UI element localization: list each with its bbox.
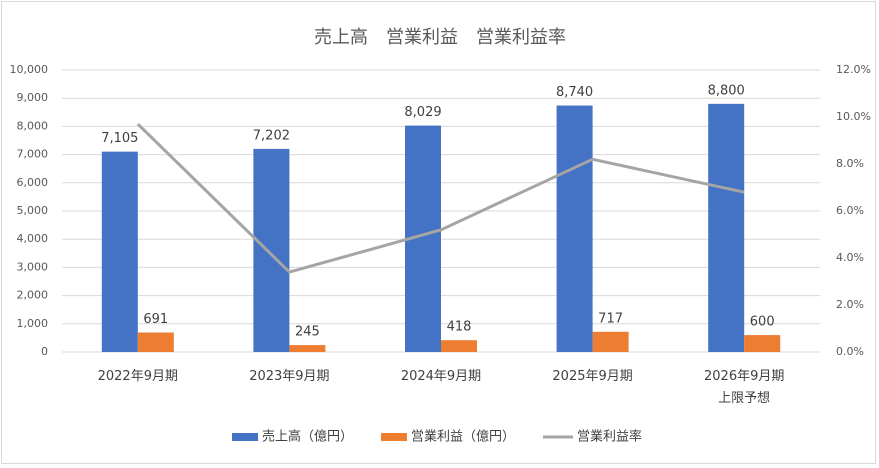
bar — [441, 340, 477, 352]
x-tick-label: 2026年9月期 上限予想 — [704, 369, 785, 406]
data-label: 8,740 — [556, 85, 593, 100]
y2-tick-label: 0.0% — [836, 345, 864, 358]
y-tick-label: 2,000 — [17, 289, 49, 302]
bar — [592, 331, 629, 352]
y-tick-label: 6,000 — [17, 176, 49, 189]
data-label: 7,105 — [101, 131, 138, 146]
y2-tick-label: 8.0% — [836, 157, 864, 170]
y-tick-label: 8,000 — [17, 119, 49, 132]
bar — [556, 105, 593, 352]
y-tick-label: 5,000 — [17, 204, 49, 217]
y-tick-label: 3,000 — [17, 260, 49, 273]
bar — [289, 345, 326, 352]
y2-tick-label: 10.0% — [836, 110, 871, 123]
bar — [137, 332, 174, 352]
y2-tick-label: 6.0% — [836, 204, 864, 217]
line-series — [136, 122, 745, 274]
bar — [253, 148, 290, 352]
legend-swatch — [232, 433, 258, 441]
y2-tick-label: 2.0% — [836, 298, 864, 311]
y-tick-label: 10,000 — [10, 63, 49, 76]
chart-title: 売上高 営業利益 営業利益率 — [314, 27, 566, 48]
y-tick-label: 7,000 — [17, 148, 49, 161]
y2-tick-label: 4.0% — [836, 251, 864, 264]
x-tick-label: 2023年9月期 — [249, 369, 330, 384]
y2-tick-label: 12.0% — [836, 63, 871, 76]
data-label: 717 — [598, 311, 623, 326]
y-tick-label: 1,000 — [17, 317, 49, 330]
x-tick-label: 2025年9月期 — [552, 369, 633, 384]
data-label: 8,800 — [708, 83, 745, 98]
legend-label: 営業利益（億円） — [411, 429, 515, 445]
bar — [744, 335, 781, 352]
y-tick-label: 0 — [41, 345, 48, 358]
data-label: 8,029 — [404, 105, 441, 120]
x-tick-label: 2024年9月期 — [400, 369, 482, 384]
legend-swatch — [381, 433, 408, 441]
legend-label: 売上高（億円） — [262, 429, 353, 445]
x-tick-label: 2022年9月期 — [97, 369, 178, 384]
legend-label: 営業利益率 — [577, 429, 642, 445]
data-label: 600 — [750, 315, 775, 330]
y-tick-label: 4,000 — [17, 232, 49, 245]
data-label: 691 — [143, 312, 168, 327]
bar — [708, 103, 745, 352]
data-label: 7,202 — [253, 128, 290, 143]
y-tick-label: 9,000 — [17, 91, 49, 104]
data-label: 418 — [447, 320, 472, 335]
bar — [101, 151, 138, 352]
data-label: 245 — [295, 325, 320, 340]
